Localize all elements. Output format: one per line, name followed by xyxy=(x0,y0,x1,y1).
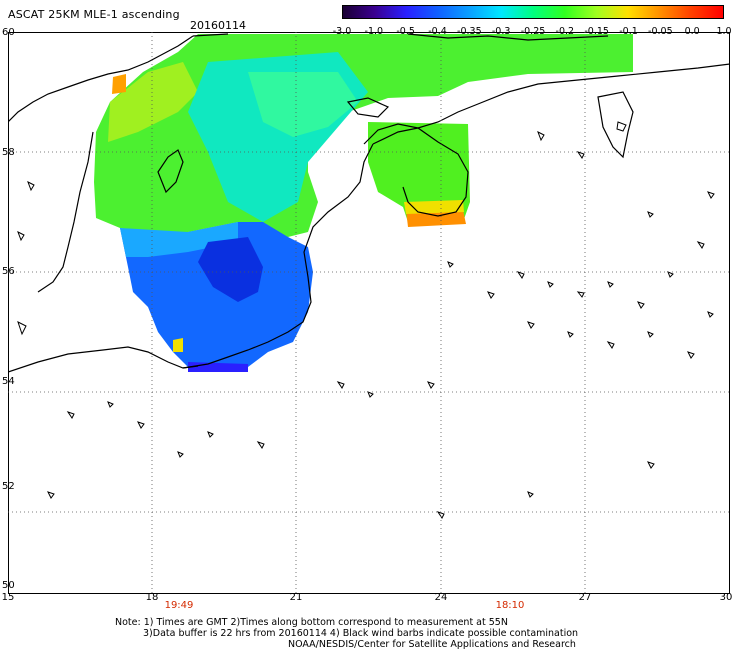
swath-riga xyxy=(368,122,470,222)
gotland xyxy=(157,149,184,194)
swath-lightblue xyxy=(120,222,238,257)
colorbar-label: -0.3 xyxy=(491,26,511,37)
lake-peipus xyxy=(597,91,634,159)
swath-riga-orange xyxy=(406,210,466,227)
colorbar-label: 0.0 xyxy=(684,26,700,37)
note-line-3: NOAA/NESDIS/Center for Satellite Applica… xyxy=(288,639,576,650)
polish-coast xyxy=(182,143,374,369)
swedish-east-coast xyxy=(37,131,94,293)
note-line-2: 3)Data buffer is 22 hrs from 20160114 4)… xyxy=(143,628,579,639)
colorbar-label: -0.4 xyxy=(428,26,447,37)
colorbar-label: -0.1 xyxy=(619,26,638,37)
swath-riga-yellow xyxy=(404,200,464,214)
coastlines xyxy=(8,33,730,373)
colorbar-label: -3.0 xyxy=(332,26,352,37)
lat-label-60: 60 xyxy=(2,27,15,38)
note-line-1: Note: 1) Times are GMT 2)Times along bot… xyxy=(115,617,508,628)
time-label-east: 18:10 xyxy=(495,600,525,611)
data-swath xyxy=(94,34,633,372)
lat-label-58: 58 xyxy=(2,147,15,158)
colorbar-label: -0.5 xyxy=(396,26,415,37)
time-label-west: 19:49 xyxy=(164,600,194,611)
swath-darkblue xyxy=(198,237,263,302)
colorbar-label: -1.0 xyxy=(364,26,384,37)
colorbar-label: -0.25 xyxy=(520,26,546,37)
swath-yellowgreen xyxy=(108,62,198,142)
graticule xyxy=(8,32,730,594)
lon-label-18: 18 xyxy=(145,592,159,603)
colorbar xyxy=(342,5,724,19)
colorbar-label: -0.2 xyxy=(555,26,575,37)
map-date: 20160114 xyxy=(190,19,246,32)
map-canvas xyxy=(8,32,730,594)
lon-label-21: 21 xyxy=(289,592,303,603)
lon-label-24: 24 xyxy=(434,592,448,603)
colorbar-label: -0.35 xyxy=(457,26,482,37)
lat-label-54: 54 xyxy=(2,376,15,387)
lat-label-52: 52 xyxy=(2,481,15,492)
southern-coast xyxy=(8,346,199,373)
colorbar-label: -0.15 xyxy=(584,26,609,37)
colorbar-label: 1.0 xyxy=(716,26,732,37)
lakes xyxy=(17,121,715,519)
swath-orange-patch xyxy=(112,74,126,94)
lat-label-50: 50 xyxy=(2,580,15,591)
finland-coast xyxy=(192,33,609,41)
lon-label-30: 30 xyxy=(719,592,733,603)
map-title: ASCAT 25KM MLE-1 ascending xyxy=(8,8,180,21)
colorbar-label: -0.05 xyxy=(648,26,673,37)
lon-label-15: 15 xyxy=(1,592,15,603)
swath-yellow-patch xyxy=(173,338,183,352)
lat-label-56: 56 xyxy=(2,266,15,277)
saaremaa xyxy=(346,97,390,118)
swath-lightgreen xyxy=(248,72,358,137)
swath-blue xyxy=(120,222,313,370)
map-frame xyxy=(8,32,730,594)
lon-label-27: 27 xyxy=(578,592,592,603)
gulf-riga xyxy=(363,123,469,217)
swedish-coast xyxy=(8,35,194,123)
